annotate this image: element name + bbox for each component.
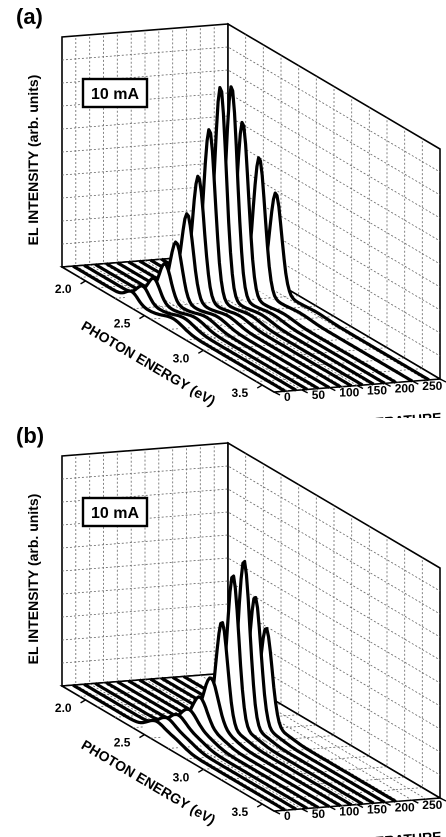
z-tick-label: 50	[312, 807, 326, 821]
z-tick-label: 50	[312, 388, 326, 402]
current-annotation-label: 10 mA	[91, 505, 139, 522]
x-tick-label: 2.0	[55, 701, 72, 715]
spectrum-fill	[73, 685, 286, 811]
x-tick-mark	[139, 734, 145, 739]
z-tick-label: 200	[395, 381, 415, 395]
z-tick-label: 0	[284, 390, 291, 404]
z-tick-label: 0	[284, 809, 291, 823]
z-tick-mark	[329, 806, 336, 811]
x-tick-label: 3.0	[173, 770, 190, 784]
z-tick-label: 100	[339, 805, 359, 819]
z-axis-title: TEMPERATURE (K)	[336, 826, 446, 837]
z-axis-title: TEMPERATURE (K)	[336, 407, 446, 418]
x-tick-label: 3.0	[173, 351, 190, 365]
x-tick-mark	[197, 768, 204, 773]
z-tick-label: 250	[422, 379, 442, 393]
x-tick-mark	[80, 699, 86, 704]
spectrum-line	[105, 681, 320, 809]
x-tick-label: 2.5	[114, 736, 131, 750]
spectrum-line	[116, 680, 331, 809]
panel-a: 2.02.53.03.5050100150200250300EL INTENSI…	[0, 0, 446, 418]
x-tick-mark	[197, 349, 204, 354]
z-tick-label: 100	[339, 386, 359, 400]
z-tick-mark	[273, 810, 281, 815]
spectrum-line	[83, 263, 297, 392]
y-axis-title: EL INTENSITY (arb. units)	[25, 75, 41, 246]
z-tick-mark	[329, 387, 336, 392]
spectrum-line	[72, 264, 286, 393]
z-tick-label: 150	[367, 384, 387, 398]
z-tick-mark	[412, 799, 419, 804]
x-tick-label: 2.5	[114, 317, 131, 331]
z-tick-label: 250	[422, 798, 442, 812]
panel-label: (a)	[16, 4, 43, 29]
z-tick-mark	[301, 808, 308, 813]
current-annotation-box	[81, 77, 149, 109]
spectrum-line	[127, 676, 342, 808]
z-tick-mark	[439, 797, 446, 802]
panel-label: (b)	[16, 423, 44, 448]
chart-a-svg: 2.02.53.03.5050100150200250300EL INTENSI…	[16, 4, 446, 418]
spectrum-line	[72, 683, 286, 812]
x-tick-mark	[80, 280, 86, 285]
z-tick-label: 150	[367, 803, 387, 817]
current-annotation-label: 10 mA	[91, 86, 139, 103]
x-tick-mark	[256, 803, 263, 808]
z-tick-mark	[356, 803, 364, 809]
panel-b: 2.02.53.03.5050100150200250300EL INTENSI…	[0, 419, 446, 837]
spectrum-line	[83, 682, 297, 811]
chart-b-svg: 2.02.53.03.5050100150200250300EL INTENSI…	[16, 423, 446, 837]
spectrum-fill	[128, 678, 341, 806]
x-tick-label: 3.5	[232, 386, 249, 400]
z-tick-mark	[356, 384, 364, 390]
z-tick-mark	[301, 389, 308, 394]
z-tick-mark	[273, 391, 281, 396]
z-tick-mark	[439, 378, 446, 383]
x-tick-mark	[139, 315, 145, 320]
y-axis-title: EL INTENSITY (arb. units)	[25, 494, 41, 665]
x-tick-label: 3.5	[232, 805, 249, 819]
spectrum-line	[149, 574, 364, 806]
spectrum-line	[138, 621, 353, 807]
z-tick-mark	[412, 380, 419, 385]
z-tick-mark	[384, 801, 391, 806]
x-tick-mark	[256, 384, 263, 389]
spectrum-line	[94, 263, 308, 391]
x-tick-label: 2.0	[55, 282, 72, 296]
z-tick-mark	[384, 382, 391, 387]
z-tick-label: 200	[395, 800, 415, 814]
current-annotation-box	[81, 496, 149, 528]
spectrum-line	[94, 682, 308, 810]
